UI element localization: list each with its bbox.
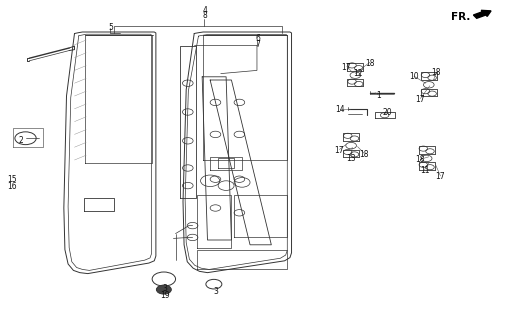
- Text: 12: 12: [353, 69, 362, 78]
- Text: FR.: FR.: [452, 12, 471, 22]
- Text: 10: 10: [409, 72, 419, 81]
- Text: 19: 19: [160, 292, 170, 300]
- Text: 13: 13: [346, 154, 356, 163]
- Text: 14: 14: [336, 105, 345, 114]
- Text: 17: 17: [436, 172, 445, 181]
- Text: 16: 16: [7, 182, 16, 191]
- FancyArrow shape: [473, 10, 491, 18]
- Text: 7: 7: [255, 40, 261, 49]
- Text: 17: 17: [415, 95, 425, 104]
- Text: 1: 1: [377, 92, 381, 100]
- Text: 4: 4: [202, 6, 207, 15]
- Text: 5: 5: [108, 23, 113, 32]
- Circle shape: [156, 285, 171, 294]
- Text: 18: 18: [431, 68, 441, 77]
- Text: 17: 17: [341, 63, 351, 72]
- Text: 18: 18: [415, 156, 425, 164]
- Text: 20: 20: [383, 108, 392, 117]
- Text: 3: 3: [162, 284, 168, 293]
- Text: 15: 15: [7, 175, 16, 184]
- Text: 11: 11: [420, 166, 429, 175]
- Text: 17: 17: [335, 146, 344, 155]
- Text: 3: 3: [213, 287, 218, 296]
- Text: 2: 2: [19, 136, 23, 145]
- Text: 8: 8: [203, 11, 207, 20]
- Text: 18: 18: [365, 59, 375, 68]
- Text: 18: 18: [360, 150, 369, 159]
- Text: 6: 6: [255, 34, 261, 43]
